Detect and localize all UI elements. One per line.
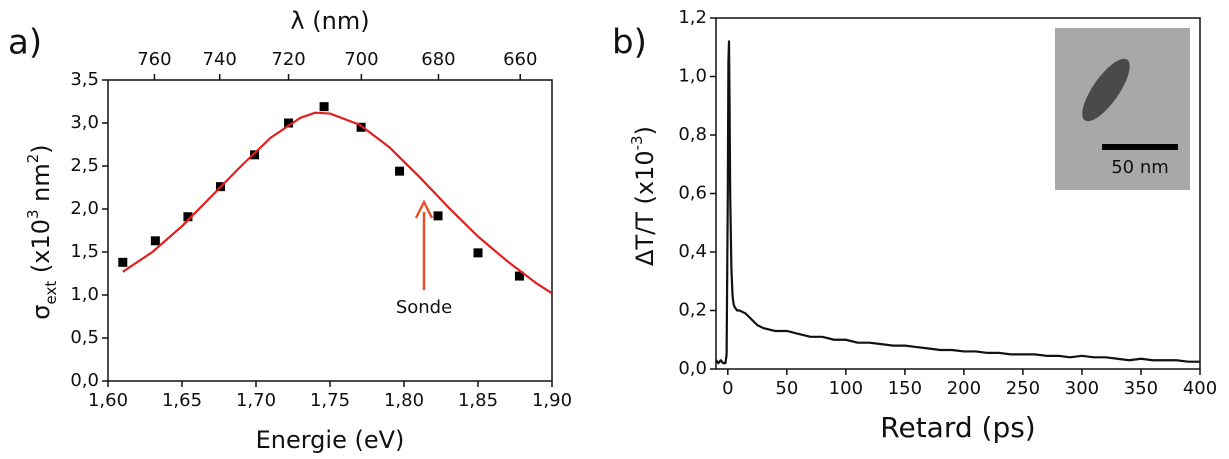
nanoparticle: [1082, 58, 1130, 122]
x-tick-label: 100: [829, 378, 863, 399]
inset-background: [1055, 28, 1190, 190]
panel-label: a): [8, 23, 42, 63]
x-tick-label: 250: [1006, 378, 1040, 399]
x-tick-label: 1,70: [236, 390, 276, 411]
plot-frame: [107, 79, 553, 382]
y-tick-label: 3,0: [70, 112, 99, 133]
data-point: [356, 122, 366, 132]
data-point: [183, 212, 193, 222]
y-tick-label: 1,5: [70, 241, 99, 262]
data-point: [473, 248, 483, 258]
x2-tick-label: 660: [503, 49, 537, 70]
x2-axis-label: λ (nm): [290, 7, 369, 35]
data-point: [250, 150, 260, 160]
y-label-part: σ: [27, 304, 55, 319]
y-tick-label: 0,6: [678, 183, 707, 204]
y-tick-label: 0,8: [678, 124, 707, 145]
y-tick-label: 3,5: [70, 69, 99, 90]
y-tick-label: 0,2: [678, 300, 707, 321]
data-point: [433, 211, 443, 221]
y-axis-label: ΔT/T (x10-3): [628, 126, 660, 266]
x-tick-label: 50: [775, 378, 798, 399]
y-label-part: -3: [628, 135, 646, 150]
y-label-part: nm: [27, 163, 55, 209]
y-tick-label: 2,0: [70, 198, 99, 219]
x-tick-label: 1,80: [384, 390, 424, 411]
x-tick-label: 300: [1065, 378, 1099, 399]
y-label-part: ): [631, 126, 659, 135]
x-tick-label: 0: [722, 378, 733, 399]
arrow-head: [414, 199, 434, 219]
y-tick-label: 0,0: [678, 358, 707, 379]
scale-label: 50 nm: [1111, 157, 1169, 178]
x2-tick-label: 680: [421, 49, 455, 70]
x-tick-label: 1,90: [532, 390, 572, 411]
x2-tick-label: 720: [271, 49, 305, 70]
annotation: Sonde: [396, 297, 452, 318]
x-tick-label: 1,60: [88, 390, 128, 411]
y-label-part: ext: [42, 281, 60, 305]
y-label-part: ): [27, 144, 55, 153]
y-label-part: 2: [24, 154, 42, 164]
x-tick-label: 400: [1183, 378, 1217, 399]
y-tick-label: 2,5: [70, 155, 99, 176]
data-point: [150, 236, 160, 246]
y-axis-label: σext (x103 nm2): [24, 144, 60, 319]
x-tick-label: 1,85: [458, 390, 498, 411]
x-tick-label: 350: [1124, 378, 1158, 399]
y-tick-label: 1,2: [678, 7, 707, 28]
data-point: [514, 271, 524, 281]
x2-tick-label: 700: [344, 49, 378, 70]
y-tick-label: 1,0: [70, 284, 99, 305]
x2-tick-label: 740: [203, 49, 237, 70]
y-label-part: 3: [24, 209, 42, 219]
data-point: [319, 102, 329, 112]
probe-annotation: Sonde: [396, 199, 452, 318]
x-axis-label: Retard (ps): [880, 411, 1035, 444]
panel-label: b): [612, 23, 647, 63]
data-point: [395, 166, 405, 176]
y-label-part: (x10: [27, 219, 55, 281]
x-tick-label: 200: [947, 378, 981, 399]
x-tick-label: 1,75: [310, 390, 350, 411]
data-point: [118, 257, 128, 267]
data-line: [715, 40, 1200, 365]
x-tick-label: 150: [888, 378, 922, 399]
y-label-part: ΔT/T (x10: [631, 150, 659, 266]
x-tick-label: 1,65: [162, 390, 202, 411]
y-tick-label: 1,0: [678, 66, 707, 87]
x2-tick-label: 760: [137, 49, 171, 70]
data-point: [284, 118, 294, 128]
y-tick-label: 0,5: [70, 327, 99, 348]
y-tick-label: 0,0: [70, 370, 99, 391]
x-axis-label: Energie (eV): [256, 426, 405, 454]
inset-image: 50 nm: [1055, 28, 1190, 190]
y-tick-label: 0,4: [678, 241, 707, 262]
data-line: [122, 111, 553, 295]
